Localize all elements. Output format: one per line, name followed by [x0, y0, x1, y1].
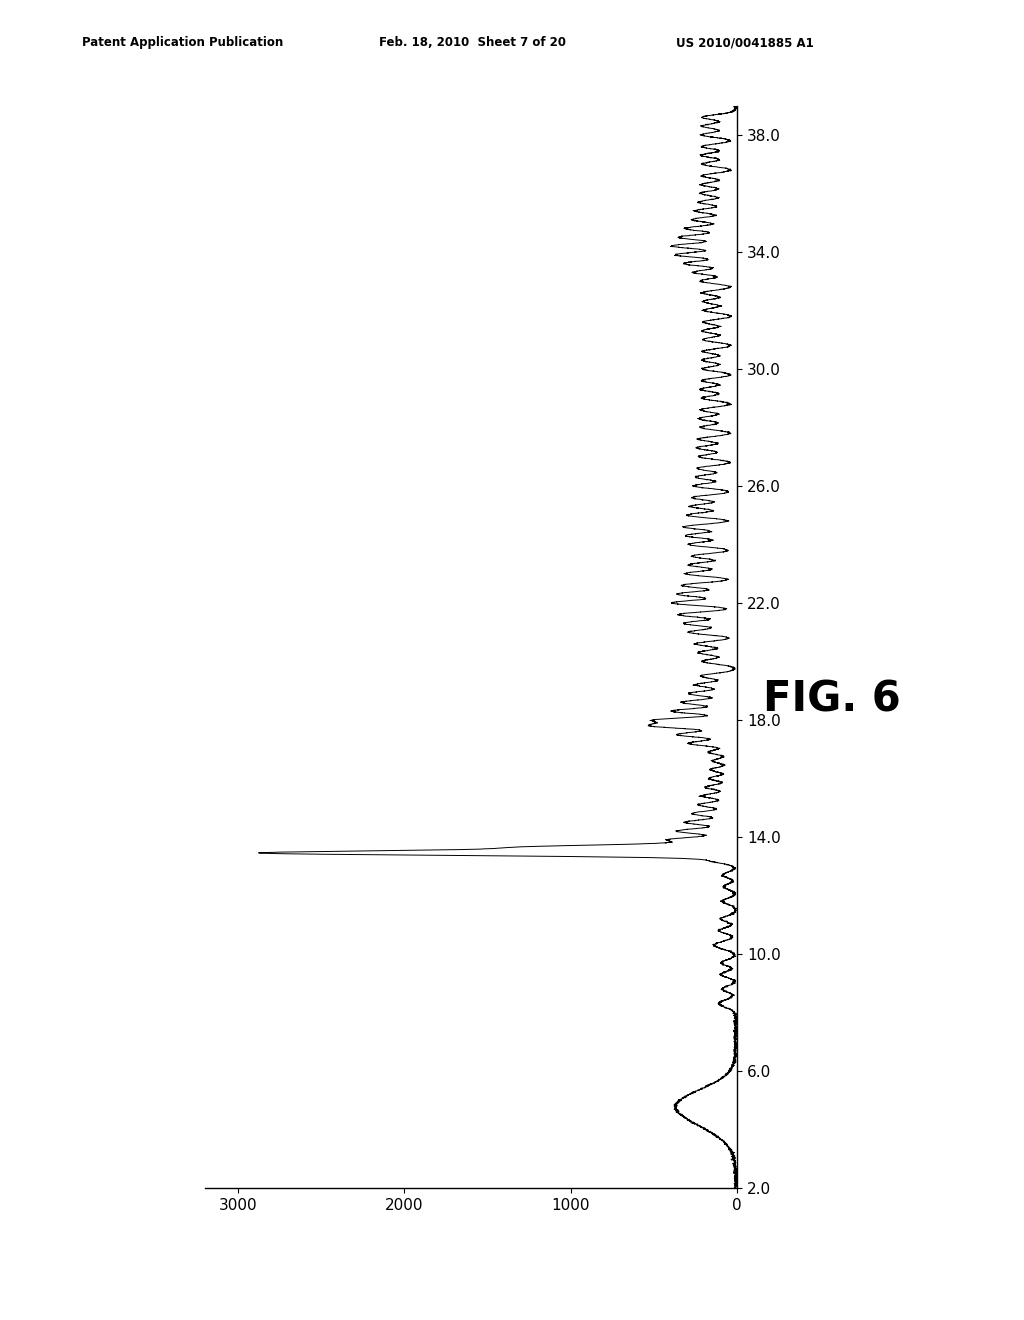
Text: US 2010/0041885 A1: US 2010/0041885 A1	[676, 36, 814, 49]
Text: Feb. 18, 2010  Sheet 7 of 20: Feb. 18, 2010 Sheet 7 of 20	[379, 36, 566, 49]
Text: Patent Application Publication: Patent Application Publication	[82, 36, 284, 49]
Text: FIG. 6: FIG. 6	[763, 678, 901, 721]
